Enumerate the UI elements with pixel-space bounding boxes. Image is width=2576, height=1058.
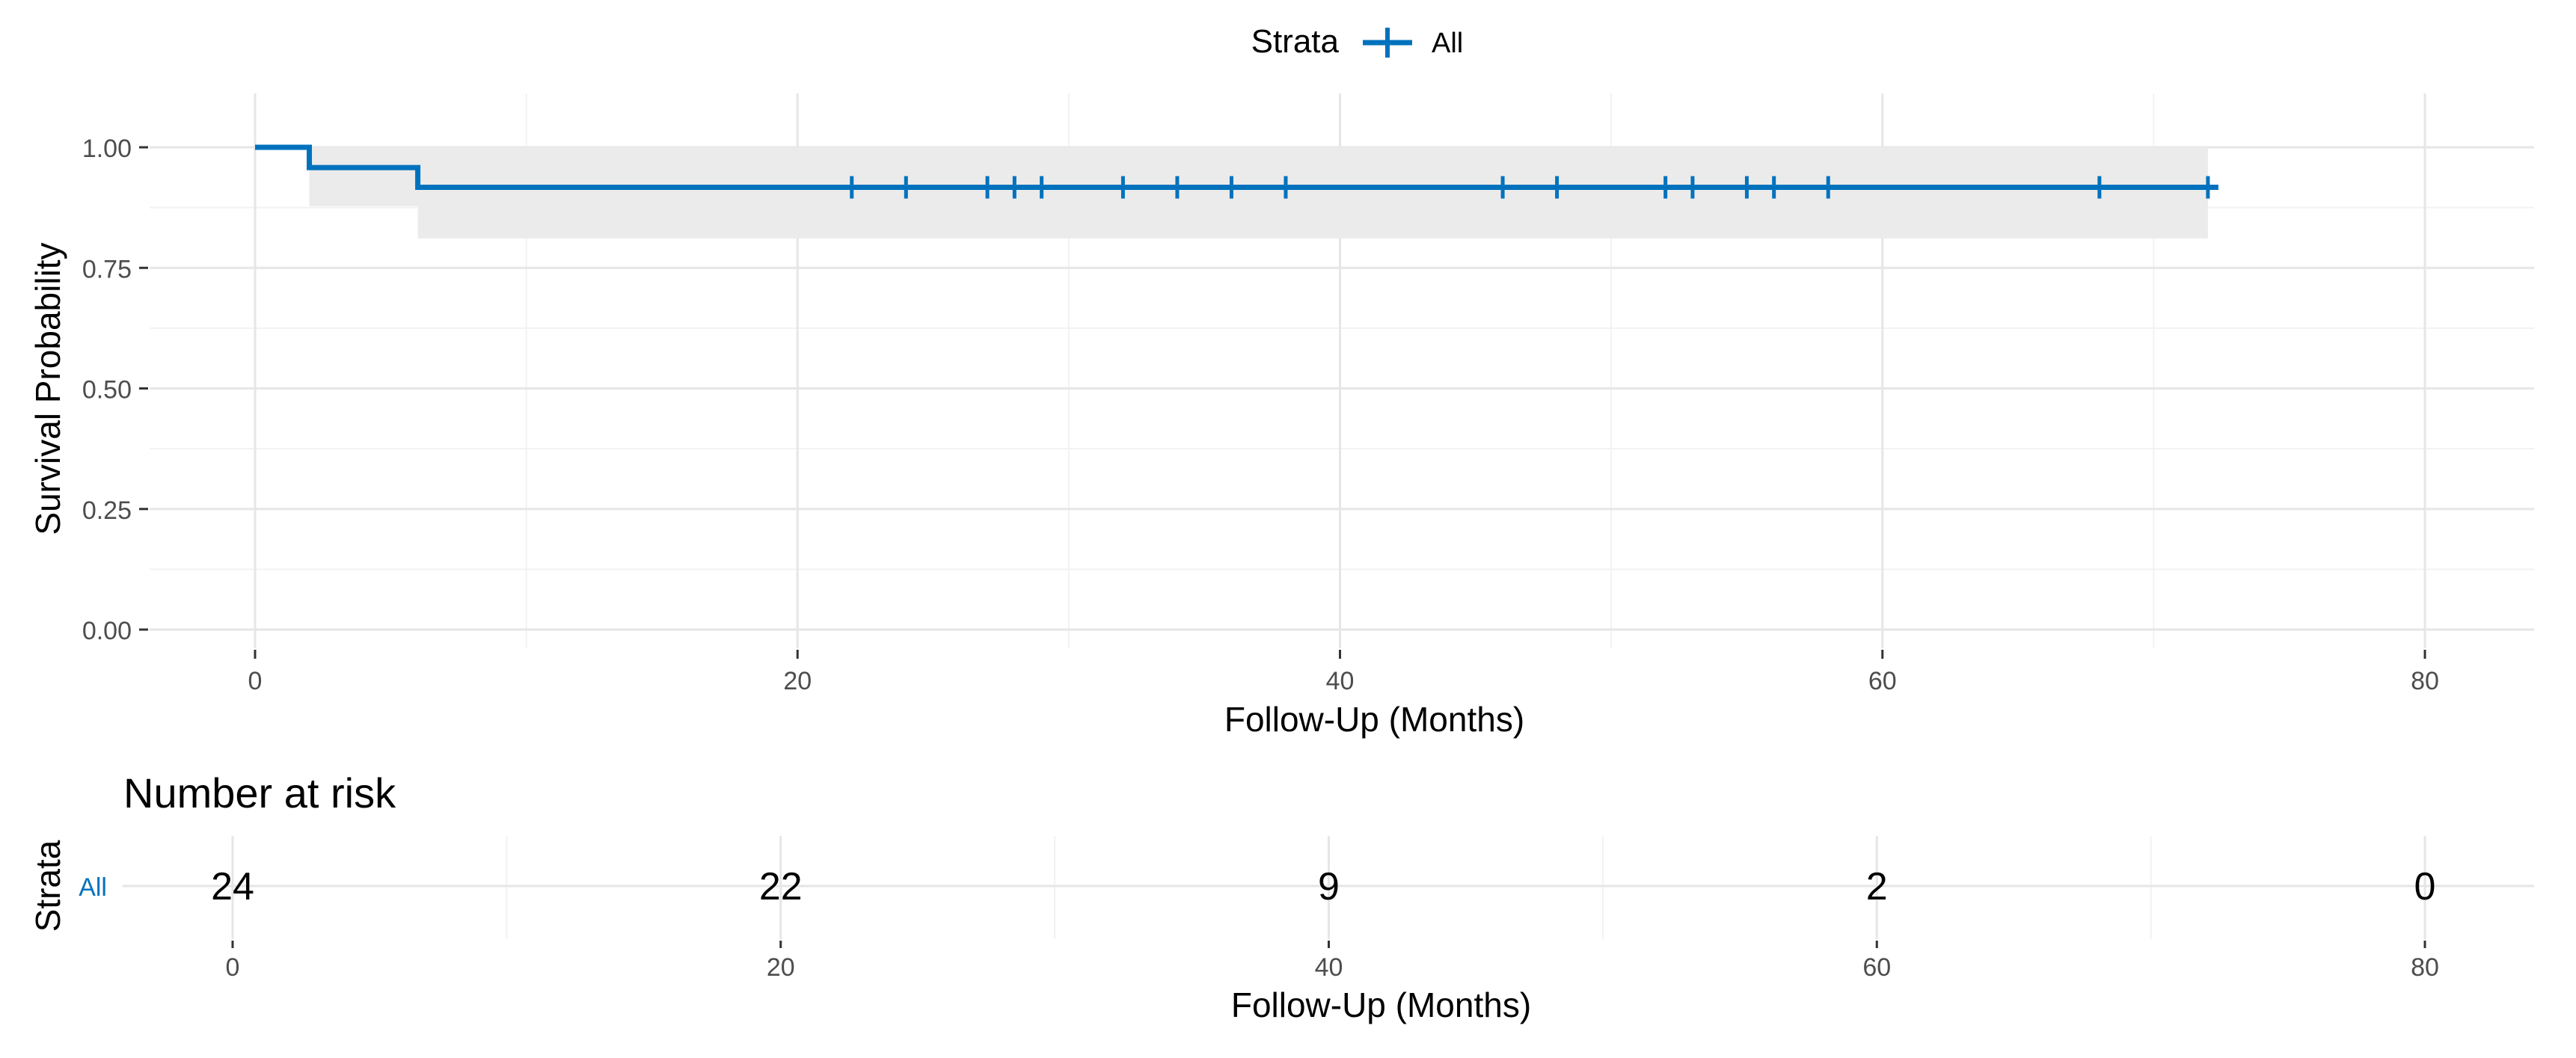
x-tick-label: 60	[1868, 667, 1897, 695]
risk-x-tick-label: 0	[226, 953, 240, 982]
y-axis-label: Survival Probability	[28, 242, 67, 535]
risk-count: 0	[2414, 865, 2436, 908]
risk-count: 24	[211, 865, 254, 908]
risk-x-tick-label: 20	[767, 953, 795, 982]
risk-count: 9	[1318, 865, 1340, 908]
legend-title: Strata	[1251, 23, 1340, 60]
x-tick-label: 80	[2411, 667, 2439, 695]
risk-count: 2	[1866, 865, 1888, 908]
survival-plot: 0.00 0.25 0.50 0.75 1.00 0 20 40 60 80 Follow-Up (…	[28, 93, 2534, 739]
x-tick-label: 0	[248, 667, 263, 695]
x-tick-label: 20	[783, 667, 812, 695]
y-tick-label: 1.00	[82, 135, 132, 163]
risk-strata-label: Strata	[28, 840, 67, 932]
y-tick-label: 0.50	[82, 376, 132, 405]
risk-x-tick-label: 80	[2411, 953, 2439, 982]
legend: Strata All	[1251, 23, 1464, 60]
y-tick-label: 0.25	[82, 496, 132, 525]
x-tick-label: 40	[1326, 667, 1355, 695]
risk-x-tick-label: 60	[1862, 953, 1891, 982]
risk-x-axis-label: Follow-Up (Months)	[1231, 985, 1531, 1024]
risk-x-tick-label: 40	[1315, 953, 1343, 982]
x-axis-label: Follow-Up (Months)	[1224, 700, 1524, 739]
risk-table-title: Number at risk	[123, 769, 396, 816]
risk-row-label-all: All	[79, 873, 107, 902]
y-tick-label: 0.75	[82, 255, 132, 283]
legend-item-label: All	[1432, 28, 1463, 59]
risk-count: 22	[759, 865, 803, 908]
y-tick-label: 0.00	[82, 617, 132, 645]
